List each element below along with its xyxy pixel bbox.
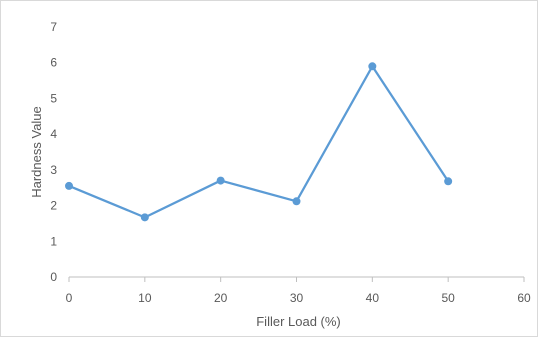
x-tick-label: 40 (366, 291, 380, 305)
data-point (65, 181, 73, 190)
series-line (68, 65, 450, 219)
y-axis-title: Hardness Value (29, 106, 44, 198)
x-tick-label: 20 (214, 291, 228, 305)
data-point (140, 213, 149, 222)
x-tick-label: 10 (138, 291, 152, 305)
x-tick-label: 30 (290, 291, 304, 305)
x-tick-label: 60 (517, 291, 531, 305)
y-tick-label: 7 (50, 20, 57, 34)
x-axis-title: Filler Load (%) (256, 314, 341, 329)
data-point (216, 176, 225, 185)
y-axis-ticks: 0 1 2 3 4 5 6 7 (50, 20, 57, 284)
y-tick-label: 0 (50, 270, 57, 284)
y-tick-label: 3 (50, 163, 57, 177)
series-layer (65, 62, 453, 222)
data-point (368, 62, 377, 71)
x-tick-label: 0 (66, 291, 73, 305)
x-axis-ticks: 0 10 20 30 40 50 60 (66, 277, 531, 305)
y-tick-label: 1 (50, 234, 57, 248)
x-tick-label: 50 (441, 291, 455, 305)
y-tick-label: 5 (50, 91, 57, 105)
y-tick-label: 6 (50, 56, 57, 70)
data-point (444, 177, 453, 186)
y-tick-label: 2 (50, 199, 57, 213)
data-point (292, 197, 301, 206)
y-tick-label: 4 (50, 127, 57, 141)
